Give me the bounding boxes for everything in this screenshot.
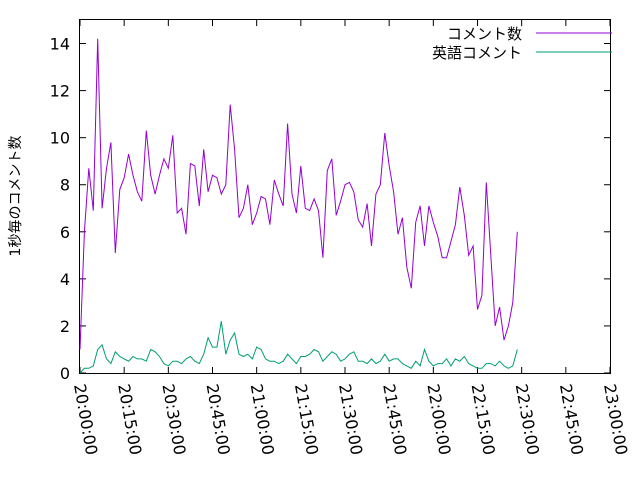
series-line-2: [79, 321, 518, 374]
y-tick-label: 10: [50, 129, 70, 148]
y-tick-label: 2: [60, 317, 70, 336]
y-axis-ticks: 0 2 4 6 8 10 12 14: [50, 35, 610, 383]
plot-area-border: [79, 19, 611, 374]
series-line-1: [79, 38, 518, 350]
y-tick-label: 4: [60, 270, 70, 289]
y-tick-label: 6: [60, 223, 70, 242]
y-axis-label: 1秒毎のコメント数: [8, 136, 24, 257]
y-tick-label: 12: [50, 82, 70, 101]
y-tick-label: 14: [50, 35, 70, 54]
y-tick-label: 0: [60, 364, 70, 383]
legend-label-2: 英語コメント: [432, 44, 522, 62]
y-tick-label: 8: [60, 176, 70, 195]
legend-label-1: コメント数: [447, 25, 522, 43]
series-layer: [79, 38, 518, 374]
